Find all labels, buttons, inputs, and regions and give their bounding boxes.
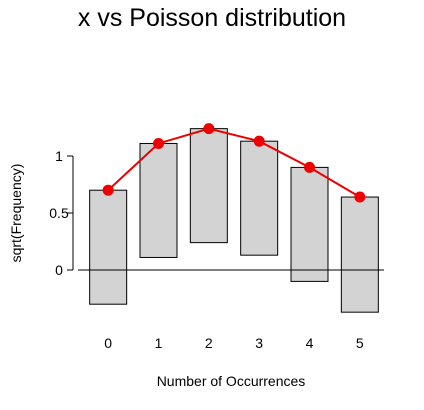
expected-point bbox=[253, 135, 265, 147]
expected-point bbox=[153, 137, 164, 149]
expected-point bbox=[203, 123, 215, 135]
expected-point bbox=[102, 184, 114, 196]
expected-point bbox=[304, 161, 315, 173]
expected-curve bbox=[107, 127, 361, 198]
hanging-bar bbox=[340, 196, 379, 313]
y-axis-label: sqrt(Frequency) bbox=[8, 164, 24, 263]
x-tick-label: 4 bbox=[306, 335, 314, 351]
y-tick-label: 0 bbox=[55, 262, 63, 278]
x-tick-label: 2 bbox=[205, 335, 213, 351]
hanging-bar bbox=[139, 142, 178, 258]
expected-point bbox=[354, 191, 366, 203]
hanging-bar bbox=[240, 140, 279, 256]
hanging-bar bbox=[290, 166, 329, 282]
x-tick-label: 5 bbox=[356, 335, 364, 351]
chart-title: x vs Poisson distribution bbox=[77, 4, 347, 32]
y-tick-label: 0.5 bbox=[49, 205, 69, 221]
x-tick-label: 3 bbox=[255, 335, 263, 351]
x-axis-label: Number of Occurrences bbox=[157, 373, 306, 389]
x-tick-label: 1 bbox=[155, 335, 163, 351]
y-tick-label: 1 bbox=[55, 148, 63, 164]
hanging-bar bbox=[189, 128, 228, 244]
x-tick-label: 0 bbox=[104, 335, 112, 351]
hanging-bar bbox=[89, 189, 128, 305]
